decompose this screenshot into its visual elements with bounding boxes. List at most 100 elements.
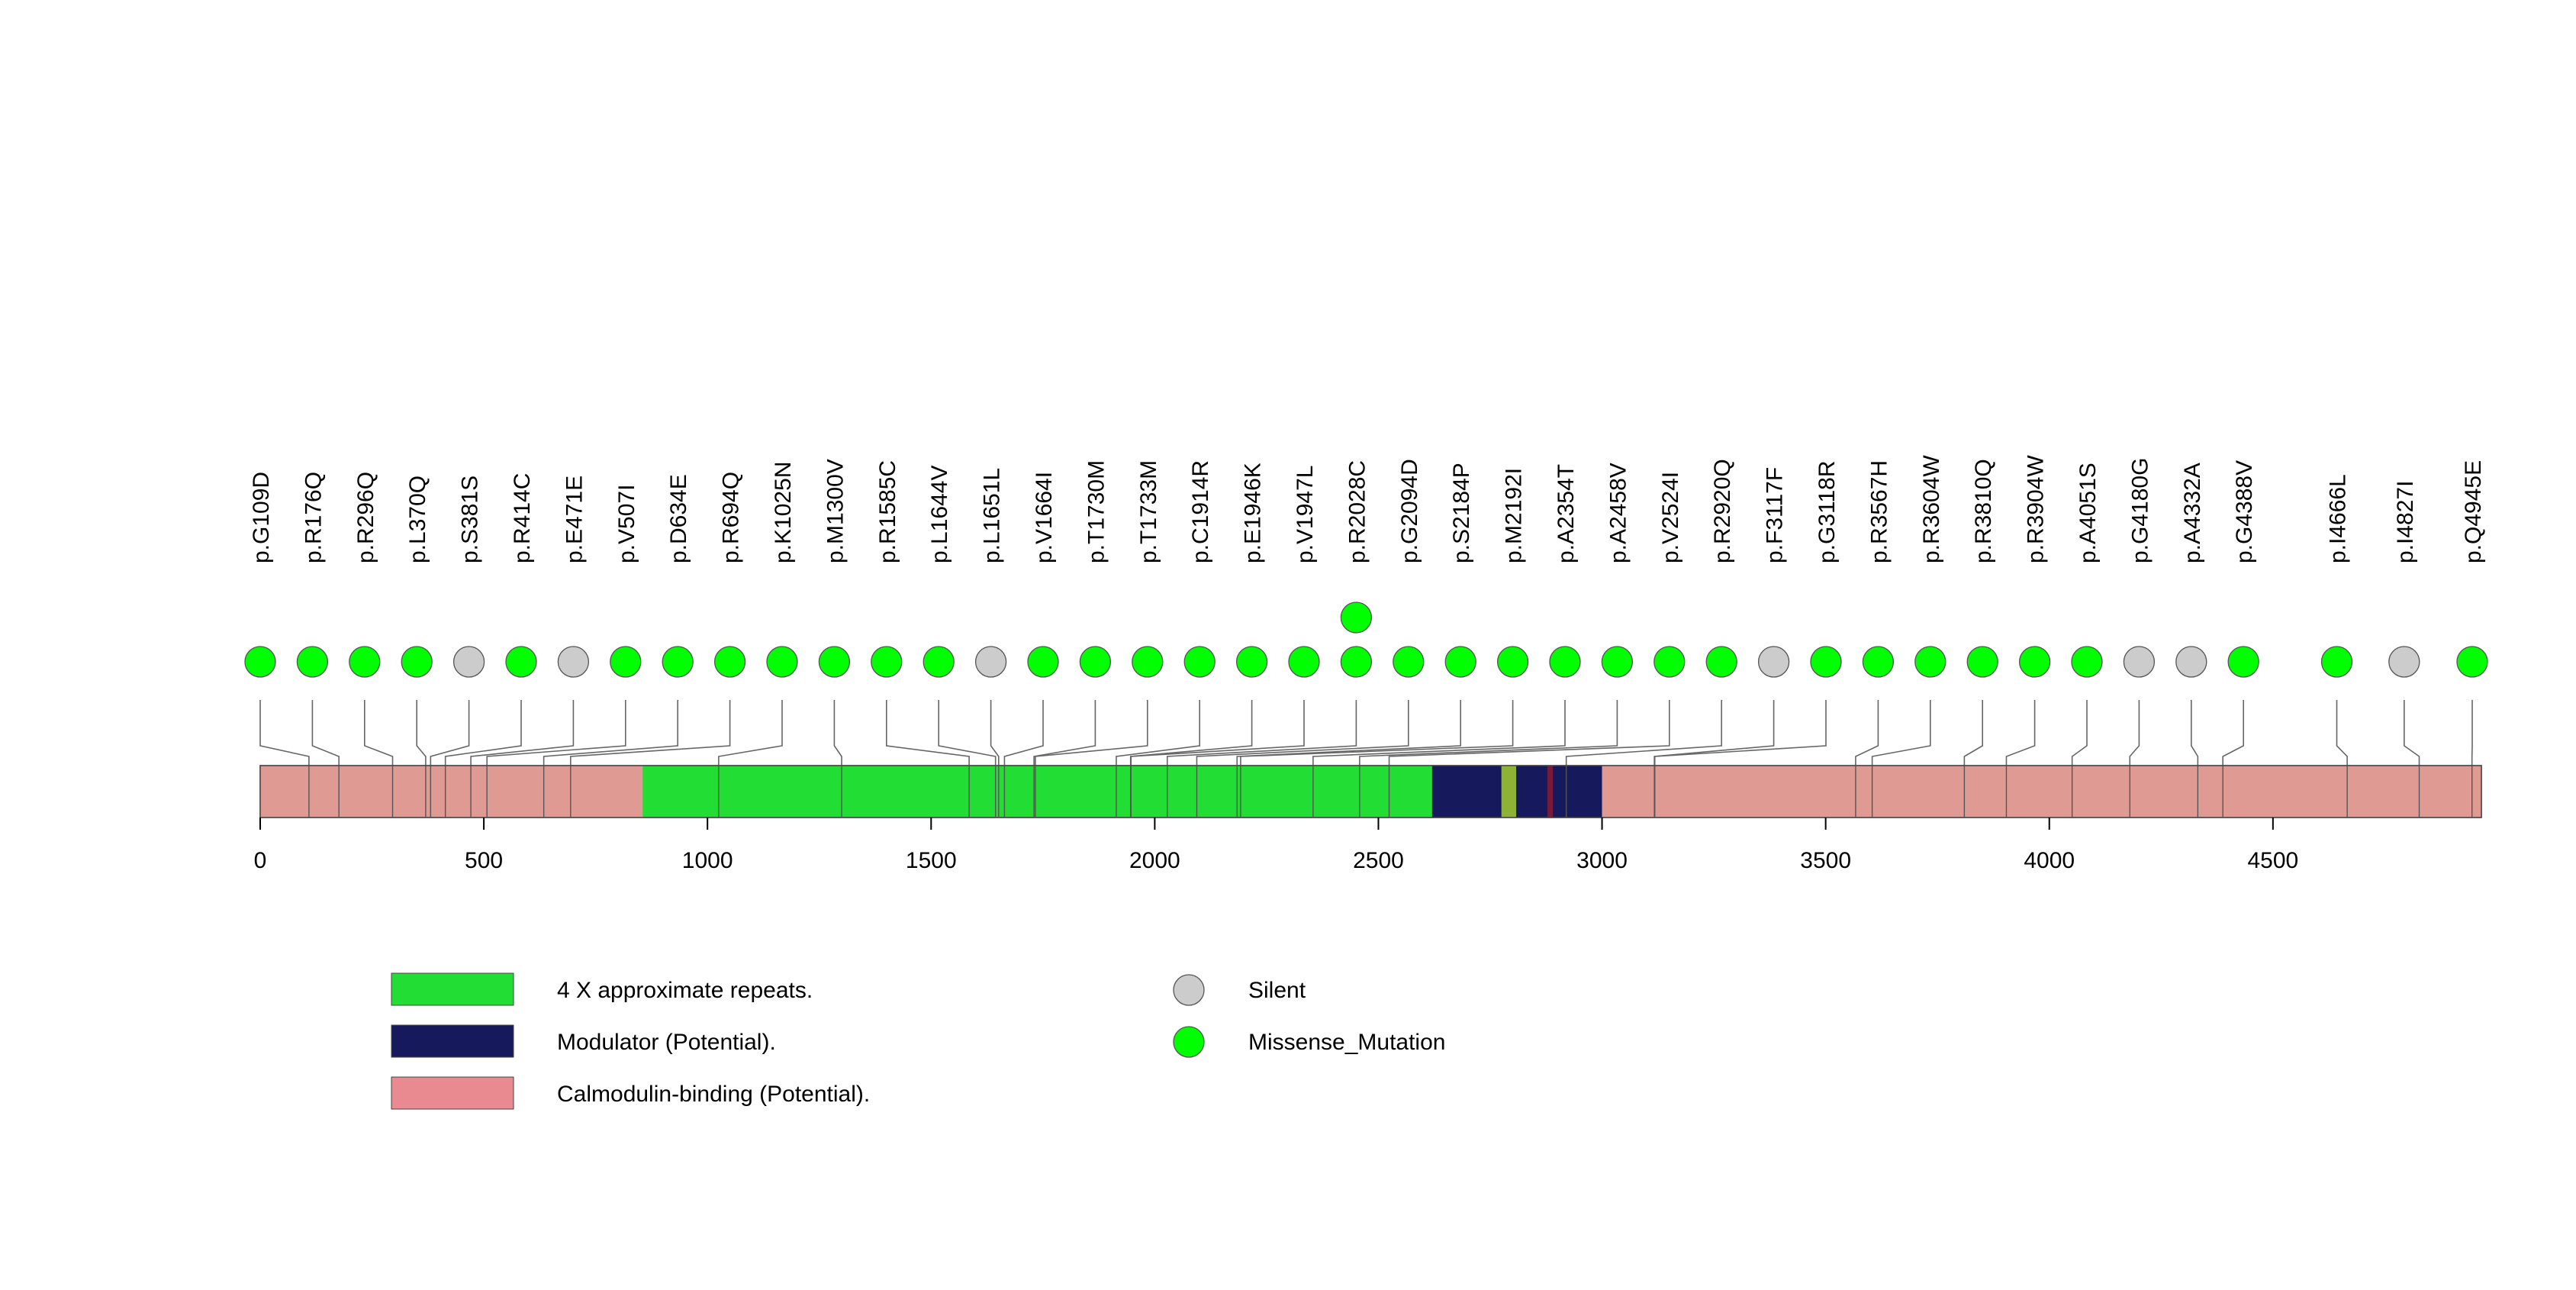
mutation-label: p.S2184P bbox=[1449, 463, 1474, 563]
mutation-point-p-s2184p bbox=[1444, 646, 1476, 678]
mutation-point-p-g4388v bbox=[2227, 646, 2259, 678]
connector-p-v1947l bbox=[1130, 700, 1305, 766]
connector-p-a2458v bbox=[1359, 700, 1618, 766]
mutation-label: p.E1946K bbox=[1241, 463, 1266, 563]
domain-calmodulin-binding-potential bbox=[260, 766, 643, 818]
mutation-point-p-r694q bbox=[713, 646, 746, 678]
mutation-point-p-r296q bbox=[349, 646, 381, 678]
connector-p-t1730m bbox=[1033, 700, 1096, 766]
connector-p-a4051s bbox=[2071, 700, 2088, 766]
connector-p-l370q bbox=[416, 700, 427, 766]
x-tick-label: 3000 bbox=[1576, 848, 1628, 873]
connector-p-r3810q bbox=[1963, 700, 1983, 766]
connector-p-k1025n bbox=[718, 700, 783, 766]
mutation-point-p-v2524i bbox=[1653, 646, 1686, 678]
connector-p-i4827i bbox=[2404, 700, 2420, 766]
mutation-point-p-g3118r bbox=[1810, 646, 1842, 678]
mutation-label: p.R296Q bbox=[353, 472, 378, 563]
mutation-label: p.R3904W bbox=[2024, 455, 2049, 563]
connector-p-r3567h bbox=[1855, 700, 1879, 766]
legend: 4 X approximate repeats. Modulator (Poten… bbox=[391, 972, 1445, 1110]
legend-swatch-calmodulin-binding-potential bbox=[391, 1076, 514, 1110]
x-tick-label: 1500 bbox=[906, 848, 957, 873]
mutation-point-p-a2458v bbox=[1601, 646, 1634, 678]
mutation-point-p-m1300v bbox=[818, 646, 851, 678]
x-tick-label: 4500 bbox=[2247, 848, 2298, 873]
legend-marker-silent bbox=[1173, 974, 1205, 1006]
mutation-point-p-a2354t bbox=[1549, 646, 1581, 678]
connector-p-r694q bbox=[570, 700, 731, 766]
mutation-point-p-t1730m bbox=[1079, 646, 1112, 678]
mutation-point-p-r2920q bbox=[1705, 646, 1737, 678]
connector-p-r2920q bbox=[1565, 700, 1722, 766]
mutation-point-p-g2094d bbox=[1393, 646, 1425, 678]
x-tick-label: 500 bbox=[465, 848, 503, 873]
mutation-point-p-e471e bbox=[557, 646, 590, 678]
connector-p-v2524i bbox=[1388, 700, 1670, 766]
mutation-point-p-v1664i bbox=[1027, 646, 1059, 678]
mutation-label: p.V1664I bbox=[1032, 472, 1057, 563]
mutation-point-p-r414c bbox=[505, 646, 537, 678]
domain-4-x-approximate-repeats bbox=[642, 766, 1432, 818]
mutation-label: p.R3810Q bbox=[1971, 459, 1996, 563]
mutation-point-p-l370q bbox=[401, 646, 433, 678]
connector-p-t1733m bbox=[1035, 700, 1148, 766]
mutation-label: p.A2354T bbox=[1554, 464, 1579, 563]
mutation-label: p.R694Q bbox=[719, 472, 744, 563]
connector-p-g109d bbox=[259, 700, 310, 766]
mutation-label: p.L370Q bbox=[405, 476, 430, 563]
protein-bar bbox=[259, 765, 2482, 818]
connector-p-r3604w bbox=[1871, 700, 1931, 766]
domain-modulator-potential bbox=[1431, 766, 1602, 818]
legend-swatch-modulator-potential bbox=[391, 1024, 514, 1058]
mutation-point-p-l1651l bbox=[974, 646, 1007, 678]
connector-p-r176q bbox=[311, 700, 340, 766]
mutation-label: p.G3118R bbox=[1814, 460, 1840, 563]
mutation-label: p.S381S bbox=[458, 476, 483, 563]
mutation-label: p.Q4945E bbox=[2461, 460, 2486, 563]
mutation-label: p.K1025N bbox=[771, 462, 796, 563]
mutation-label: p.F3117F bbox=[1763, 467, 1788, 563]
mutation-label: p.T1733M bbox=[1136, 460, 1161, 563]
mutation-label: p.G4180G bbox=[2127, 458, 2153, 563]
legend-label: Modulator (Potential). bbox=[557, 1030, 776, 1055]
mutation-label: p.D634E bbox=[666, 474, 691, 563]
mutation-label: p.A4332A bbox=[2180, 463, 2205, 563]
mutation-point-p-a4332a bbox=[2175, 646, 2207, 678]
connector-p-d634e bbox=[543, 700, 679, 766]
x-tick-label: 0 bbox=[254, 848, 267, 873]
mutation-point-p-m2192i bbox=[1496, 646, 1529, 678]
mutation-label: p.R3567H bbox=[1866, 460, 1892, 563]
connector-p-l1644v bbox=[938, 700, 997, 766]
connector-p-a2354t bbox=[1312, 700, 1566, 766]
connector-p-r296q bbox=[363, 700, 394, 766]
mutation-label: p.G109D bbox=[249, 472, 274, 563]
mutation-point-p-q4945e bbox=[2456, 646, 2488, 678]
x-tick-label: 2500 bbox=[1353, 848, 1404, 873]
mutation-point-p-l1644v bbox=[923, 646, 955, 678]
connector-p-s2184p bbox=[1236, 700, 1461, 766]
connector-p-c1914r bbox=[1116, 700, 1200, 766]
mutation-point-p-r2028c bbox=[1340, 646, 1373, 678]
legend-label: Missense_Mutation bbox=[1248, 1030, 1445, 1055]
connector-p-g4180g bbox=[2129, 700, 2140, 766]
mutation-point-p-d634e bbox=[662, 646, 694, 678]
mutation-label: p.R2028C bbox=[1344, 460, 1370, 563]
mutation-point-p-v1947l bbox=[1288, 646, 1320, 678]
connector-p-g2094d bbox=[1196, 700, 1409, 766]
connector-p-g4388v bbox=[2222, 700, 2244, 766]
mutation-label: p.I4827I bbox=[2393, 481, 2418, 563]
legend-label: 4 X approximate repeats. bbox=[557, 978, 813, 1003]
mutation-label: p.R176Q bbox=[301, 472, 326, 563]
mutation-point-p-r3810q bbox=[1966, 646, 1998, 678]
mutation-label: p.I4666L bbox=[2326, 474, 2351, 563]
mutation-label: p.E471E bbox=[562, 476, 587, 563]
mutation-point-p-g4180g bbox=[2123, 646, 2156, 678]
mutation-point-p-t1733m bbox=[1132, 646, 1164, 678]
mutation-point-p-i4666l bbox=[2320, 646, 2353, 678]
legend-marker-missense-mutation bbox=[1173, 1026, 1205, 1058]
connector-p-r414c bbox=[444, 700, 522, 766]
mutation-point-p-c1914r bbox=[1183, 646, 1216, 678]
connector-p-s381s bbox=[430, 700, 470, 766]
